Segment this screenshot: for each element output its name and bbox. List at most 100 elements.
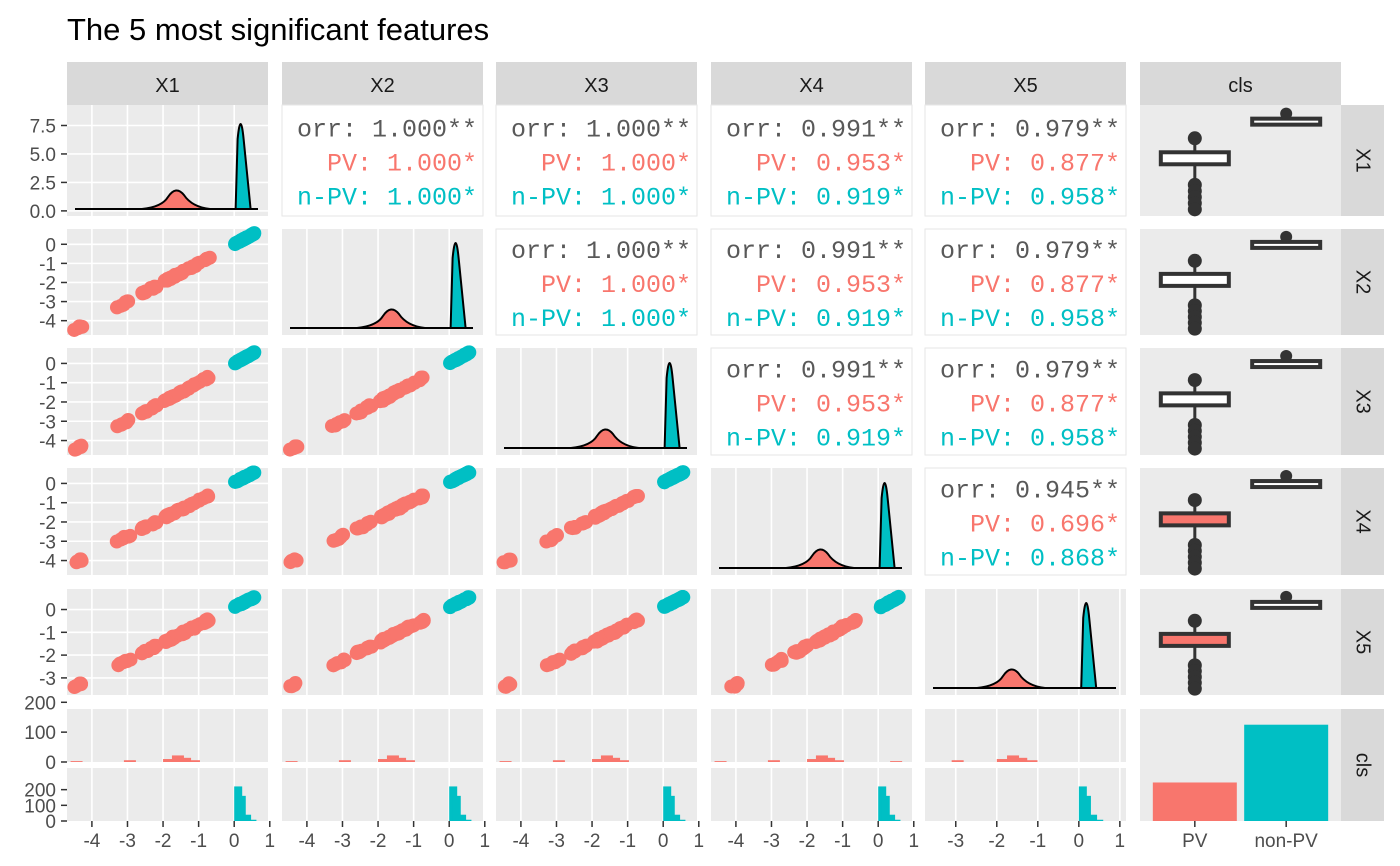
correlation-text: orr: 0.979** (940, 116, 1120, 145)
correlation-text: orr: 0.979** (940, 357, 1120, 386)
point-pv (158, 635, 173, 650)
panel-background (711, 709, 912, 762)
y-tick-label: 0 (45, 812, 56, 833)
y-tick-label: -1 (39, 254, 56, 275)
correlation-text: orr: 1.000** (297, 116, 477, 145)
column-strip (282, 62, 483, 105)
point-pv (349, 406, 364, 421)
outlier-pv (1187, 681, 1202, 696)
histogram-bar-pv (1007, 755, 1020, 762)
correlation-text: PV: 0.877* (970, 391, 1120, 420)
histogram-bar-nonpv (677, 819, 686, 821)
point-pv (120, 294, 135, 309)
column-strip-label: X4 (799, 75, 823, 97)
histogram-bar-nonpv (1082, 795, 1091, 821)
x-tick-label: 1 (908, 831, 919, 852)
density-pv (570, 428, 640, 449)
facet-panel (1140, 468, 1341, 576)
correlation-text: orr: 0.991** (726, 116, 906, 145)
facet-panel (67, 226, 271, 337)
row-strip (1341, 229, 1384, 335)
box-pv (1158, 271, 1231, 288)
point-nonpv (882, 594, 897, 609)
histogram-bar-nonpv (1095, 819, 1104, 821)
correlation-text: PV: 1.000* (327, 150, 477, 179)
x-tick-label: -2 (799, 831, 816, 852)
x-tick-label: -2 (370, 831, 387, 852)
column-strip-label: X1 (155, 75, 179, 97)
correlation-text: PV: 1.000* (541, 271, 691, 300)
correlation-panel (710, 104, 913, 217)
x-tick-label: -3 (334, 831, 351, 852)
x-tick-label: -1 (834, 831, 851, 852)
histogram-bar-pv (338, 760, 351, 762)
y-tick-label: 0 (45, 354, 56, 375)
point-pv (373, 635, 388, 650)
facet-panel (282, 465, 486, 575)
y-tick-label: -1 (39, 494, 56, 515)
row-strip (1341, 348, 1384, 455)
panel-background (496, 709, 697, 762)
facet-panel: orr: 0.991** PV: 0.953* n-PV: 0.919* (710, 228, 913, 336)
point-pv (121, 529, 136, 544)
histogram-bar-pv (996, 759, 1009, 762)
y-tick-label: 100 (24, 796, 56, 817)
y-tick-label: -1 (39, 623, 56, 644)
y-tick-label: -4 (39, 312, 56, 333)
point-pv (549, 654, 564, 669)
facet-panel (67, 345, 271, 457)
column-strip (711, 62, 912, 105)
point-pv (808, 635, 823, 650)
correlation-text: orr: 0.979** (940, 237, 1120, 266)
facet-panel (67, 589, 271, 695)
column-strip (925, 62, 1126, 105)
point-pv (73, 552, 88, 567)
point-pv (586, 634, 601, 649)
correlation-text: n-PV: 0.868* (940, 545, 1120, 574)
density-pv (356, 308, 426, 329)
point-pv (334, 528, 349, 543)
y-tick-label: 100 (24, 723, 56, 744)
correlation-text: orr: 1.000** (511, 237, 691, 266)
row-strip (1341, 589, 1384, 695)
facet-panel (496, 709, 700, 821)
x-tick-label: 0 (229, 831, 240, 852)
histogram-bar-pv (890, 761, 903, 762)
y-tick-label: 7.5 (30, 116, 56, 137)
facet-panel (496, 348, 700, 455)
correlation-text: orr: 0.945** (940, 477, 1120, 506)
point-pv (730, 676, 745, 691)
facet-panel: orr: 0.979** PV: 0.877* n-PV: 0.958* (924, 228, 1127, 336)
point-pv (73, 676, 88, 691)
histogram-bar-pv (767, 760, 780, 762)
point-pv (185, 378, 200, 393)
x-tick-label: -4 (83, 831, 100, 852)
y-tick-label: 5.0 (30, 145, 56, 166)
point-pv (287, 677, 302, 692)
y-tick-label: 200 (24, 693, 56, 714)
facet-panel: orr: 0.945** PV: 0.696* n-PV: 0.868* (924, 467, 1127, 576)
point-nonpv (452, 595, 467, 610)
x-tick-label: -3 (119, 831, 136, 852)
histogram-bar-pv (171, 755, 184, 762)
correlation-panel (924, 347, 1127, 456)
point-nonpv (452, 470, 467, 485)
x-tick-label: -3 (548, 831, 565, 852)
panel-background (67, 709, 268, 762)
facet-panel: orr: 1.000** PV: 1.000* n-PV: 1.000* (281, 104, 484, 217)
density-nonpv (878, 482, 896, 569)
point-pv (564, 646, 579, 661)
outlier-pv (1187, 202, 1202, 217)
correlation-panel (495, 228, 698, 336)
correlation-text: n-PV: 0.919* (726, 305, 906, 334)
y-tick-label: 200 (24, 781, 56, 802)
y-tick-label: -2 (39, 513, 56, 534)
facet-panel (67, 465, 271, 575)
point-pv (119, 414, 134, 429)
histogram-bar-nonpv (892, 819, 901, 821)
x-tick-label: -2 (584, 831, 601, 852)
histogram-bar-pv (823, 757, 836, 762)
correlation-panel (281, 104, 484, 217)
axis-ticks: -4 -3 -2 -1 0 1 -4 -3 -2 -1 0 1 -4 -3 -2 -1 0 1 -4 -3 -2 -1 0 1… (24, 116, 1318, 852)
x-tick-label: -2 (988, 831, 1005, 852)
